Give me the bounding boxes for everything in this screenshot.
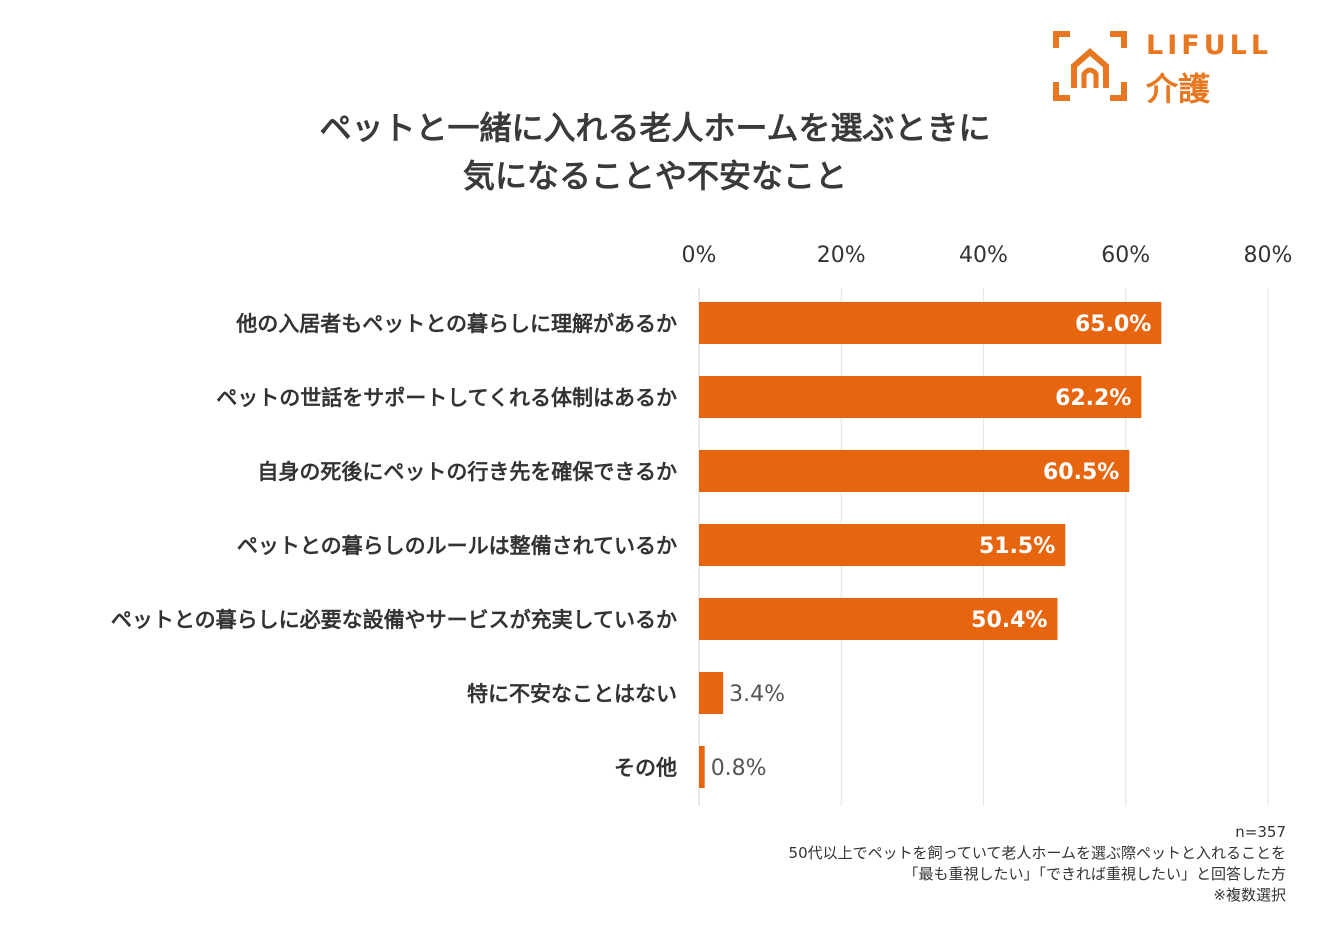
category-label: 他の入居者もペットとの暮らしに理解があるか bbox=[235, 312, 677, 336]
category-label: その他 bbox=[614, 756, 677, 780]
x-tick-label: 60% bbox=[1101, 243, 1150, 268]
bar bbox=[699, 598, 1058, 640]
house-bracket-icon bbox=[1053, 31, 1127, 101]
data-label: 62.2% bbox=[1055, 386, 1131, 411]
data-label: 65.0% bbox=[1075, 312, 1151, 337]
category-label: 特に不安なことはない bbox=[467, 682, 677, 706]
footnote-respondents-line-1: 50代以上でペットを飼っていて老人ホームを選ぶ際ペットと入れることを bbox=[788, 844, 1286, 862]
x-tick-label: 40% bbox=[959, 243, 1008, 268]
bar bbox=[699, 450, 1130, 492]
footnote-sample-size: n=357 bbox=[1235, 823, 1286, 841]
chart-title: ペットと一緒に入れる老人ホームを選ぶときに 気になることや不安なこと bbox=[150, 104, 1160, 200]
lifull-kaigo-logo: LIFULL 介護 bbox=[1052, 30, 1292, 108]
bar bbox=[699, 524, 1066, 566]
data-label: 60.5% bbox=[1043, 460, 1119, 485]
category-label: ペットとの暮らしのルールは整備されているか bbox=[237, 534, 677, 558]
footnote: n=357 50代以上でペットを飼っていて老人ホームを選ぶ際ペットと入れることを… bbox=[789, 822, 1286, 906]
data-label: 51.5% bbox=[979, 534, 1055, 559]
bar bbox=[699, 672, 724, 714]
bar bbox=[699, 302, 1162, 344]
bar bbox=[699, 376, 1142, 418]
logo-text-jp: 介護 bbox=[1146, 70, 1211, 108]
x-tick-label: 0% bbox=[682, 243, 717, 268]
footnote-multiple-choice: ※複数選択 bbox=[1213, 886, 1286, 904]
footnote-respondents-line-2: 「最も重視したい」「できれば重視したい」と回答した方 bbox=[903, 865, 1286, 883]
logo-text-en: LIFULL bbox=[1146, 30, 1273, 61]
chart-title-line-1: ペットと一緒に入れる老人ホームを選ぶときに bbox=[319, 109, 991, 147]
bar bbox=[699, 746, 705, 788]
category-label: 自身の死後にペットの行き先を確保できるか bbox=[257, 460, 677, 484]
category-label: ペットの世話をサポートしてくれる体制はあるか bbox=[216, 386, 677, 410]
data-label: 3.4% bbox=[729, 682, 785, 707]
chart-title-line-2: 気になることや不安なこと bbox=[462, 157, 847, 195]
x-tick-label: 20% bbox=[817, 243, 866, 268]
category-label: ペットとの暮らしに必要な設備やサービスが充実しているか bbox=[111, 608, 677, 632]
data-label: 0.8% bbox=[711, 756, 767, 781]
x-tick-label: 80% bbox=[1244, 243, 1293, 268]
data-label: 50.4% bbox=[971, 608, 1047, 633]
